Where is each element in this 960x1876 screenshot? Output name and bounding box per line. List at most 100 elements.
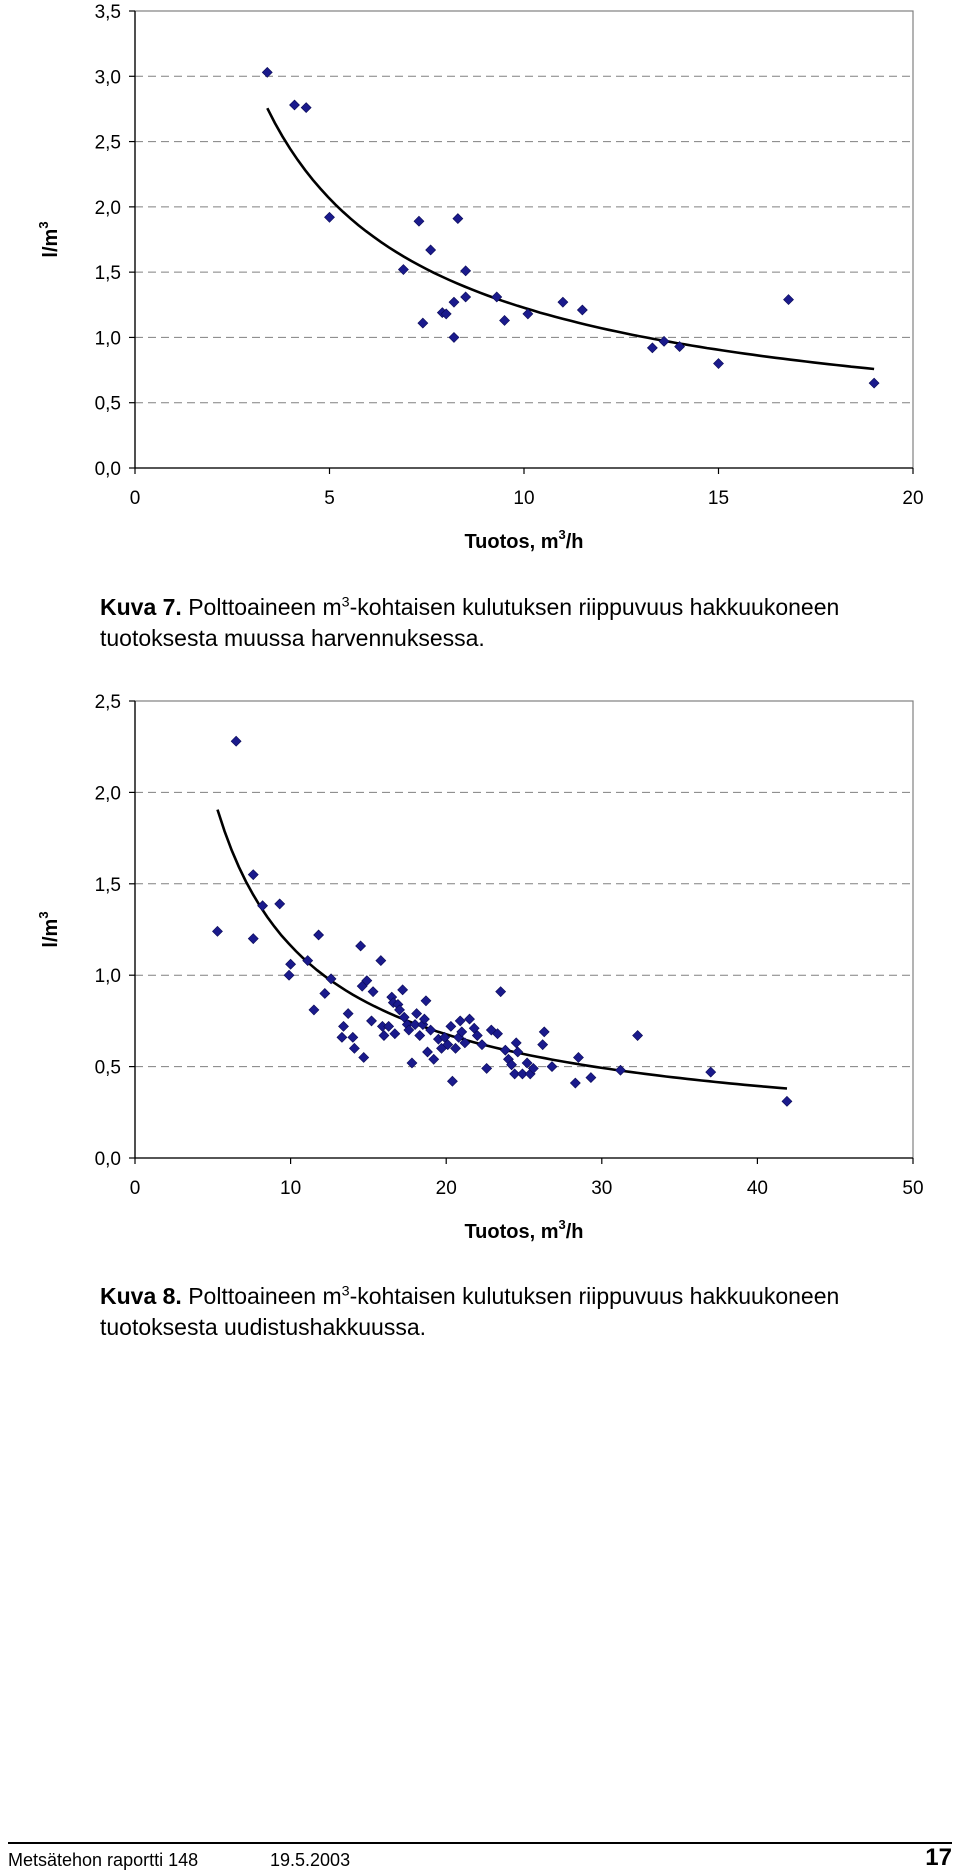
data-point bbox=[420, 995, 432, 1007]
data-point bbox=[319, 988, 331, 999]
caption-text-part-1: Polttoaineen m bbox=[181, 1283, 342, 1309]
data-point bbox=[257, 900, 269, 912]
y-tick-label: 0,0 bbox=[95, 1149, 121, 1170]
data-point bbox=[476, 1039, 488, 1051]
data-point bbox=[348, 1042, 360, 1054]
data-point bbox=[499, 1044, 511, 1056]
data-point bbox=[491, 291, 503, 303]
data-point bbox=[347, 1031, 359, 1043]
caption-text-part-2: -kohtaisen kulutuksen riippuvuus hakkuuk… bbox=[100, 1283, 840, 1340]
data-point bbox=[460, 265, 472, 277]
data-point bbox=[537, 1039, 549, 1051]
plot-area bbox=[134, 10, 914, 469]
data-point bbox=[442, 1039, 454, 1051]
x-tick-label: 20 bbox=[902, 488, 923, 509]
data-point bbox=[499, 315, 510, 326]
data-point bbox=[460, 291, 472, 303]
y-tick-label: 2,0 bbox=[95, 783, 121, 804]
data-point bbox=[517, 1068, 528, 1080]
data-point bbox=[576, 304, 588, 316]
data-point bbox=[495, 986, 507, 998]
data-point bbox=[417, 317, 429, 329]
data-point bbox=[585, 1072, 597, 1083]
data-point bbox=[527, 1063, 539, 1074]
y-tick-label: 1,5 bbox=[95, 875, 121, 896]
data-point bbox=[285, 958, 297, 970]
data-point bbox=[406, 1057, 418, 1069]
x-tick-label: 0 bbox=[130, 1178, 141, 1199]
data-point bbox=[342, 1008, 354, 1020]
scatter-plot-2: 0,0 0,5 1,0 1,5 2,0 2,5 0 10 20 30 40 50 Tuotos, m3/… bbox=[36, 692, 924, 1243]
data-point bbox=[674, 341, 686, 352]
data-point bbox=[509, 1068, 521, 1080]
data-point bbox=[425, 1024, 437, 1036]
data-point bbox=[522, 308, 534, 320]
data-point bbox=[338, 1020, 349, 1032]
data-point bbox=[394, 1004, 405, 1016]
data-point bbox=[783, 294, 794, 305]
plot-area bbox=[134, 700, 914, 1159]
trendline bbox=[266, 107, 875, 371]
data-point bbox=[274, 898, 286, 910]
data-point bbox=[464, 1013, 475, 1025]
data-point bbox=[448, 296, 460, 308]
x-tick-label: 5 bbox=[324, 488, 335, 509]
data-point bbox=[289, 99, 300, 111]
data-point bbox=[454, 1015, 466, 1027]
data-point bbox=[521, 1057, 533, 1069]
data-point bbox=[422, 1046, 433, 1058]
data-point bbox=[383, 1020, 395, 1032]
y-tick-label: 3,5 bbox=[95, 2, 121, 23]
data-point bbox=[308, 1004, 320, 1016]
data-point bbox=[313, 929, 325, 941]
y-tick-label: 2,0 bbox=[95, 198, 121, 219]
data-point bbox=[445, 1020, 457, 1032]
data-point bbox=[389, 1028, 401, 1040]
y-tick-label: 2,5 bbox=[95, 692, 121, 713]
data-point bbox=[492, 1028, 503, 1040]
data-point bbox=[247, 869, 259, 881]
data-point bbox=[471, 1030, 483, 1041]
page-number: 17 bbox=[925, 1844, 952, 1871]
caption-label: Kuva 7. bbox=[100, 594, 182, 620]
x-tick-label: 40 bbox=[747, 1178, 768, 1199]
data-point bbox=[397, 984, 409, 996]
figure-caption-8: Kuva 8. Polttoaineen m3-kohtaisen kulutu… bbox=[100, 1281, 920, 1343]
x-axis-title: Tuotos, m3/h bbox=[464, 527, 583, 553]
page-footer: Metsätehon raportti 148 19.5.2003 17 bbox=[8, 1842, 952, 1874]
data-point bbox=[510, 1037, 522, 1049]
data-point bbox=[713, 358, 724, 369]
data-point bbox=[448, 332, 460, 343]
y-tick-label: 0,0 bbox=[95, 459, 121, 480]
y-tick-label: 3,0 bbox=[95, 67, 121, 88]
data-point bbox=[705, 1066, 717, 1078]
data-point bbox=[300, 102, 312, 114]
data-point bbox=[868, 377, 880, 389]
data-point bbox=[481, 1063, 493, 1074]
data-point bbox=[632, 1030, 644, 1041]
x-tick-label: 10 bbox=[513, 488, 534, 509]
caption-text-part-2: -kohtaisen kulutuksen riippuvuus hakkuuk… bbox=[100, 594, 840, 651]
y-tick-label: 1,0 bbox=[95, 966, 121, 987]
x-tick-label: 20 bbox=[436, 1178, 457, 1199]
figure-caption-7: Kuva 7. Polttoaineen m3-kohtaisen kulutu… bbox=[100, 592, 920, 654]
data-point bbox=[646, 342, 658, 354]
x-tick-label: 30 bbox=[591, 1178, 612, 1199]
footer-report-title: Metsätehon raportti 148 bbox=[8, 1850, 199, 1870]
y-tick-label: 2,5 bbox=[95, 133, 121, 154]
data-point bbox=[450, 1042, 461, 1054]
data-point bbox=[414, 1030, 426, 1041]
data-point bbox=[658, 335, 670, 347]
data-point bbox=[261, 66, 273, 78]
y-tick-label: 0,5 bbox=[95, 1058, 121, 1079]
data-point bbox=[573, 1052, 584, 1063]
data-point bbox=[446, 1075, 458, 1087]
scatter-plot-1: 0,0 0,5 1,0 1,5 2,0 2,5 3,0 3,5 0 5 10 15 20 Tuotos, … bbox=[36, 2, 924, 553]
data-point bbox=[506, 1059, 517, 1071]
data-point bbox=[378, 1030, 390, 1041]
data-point bbox=[361, 975, 373, 987]
chart-kuva-8: 0,0 0,5 1,0 1,5 2,0 2,5 0 10 20 30 40 50 Tuotos, m3/… bbox=[0, 690, 960, 1250]
data-point bbox=[324, 211, 335, 223]
data-point bbox=[230, 735, 242, 747]
caption-superscript: 3 bbox=[341, 1283, 350, 1300]
